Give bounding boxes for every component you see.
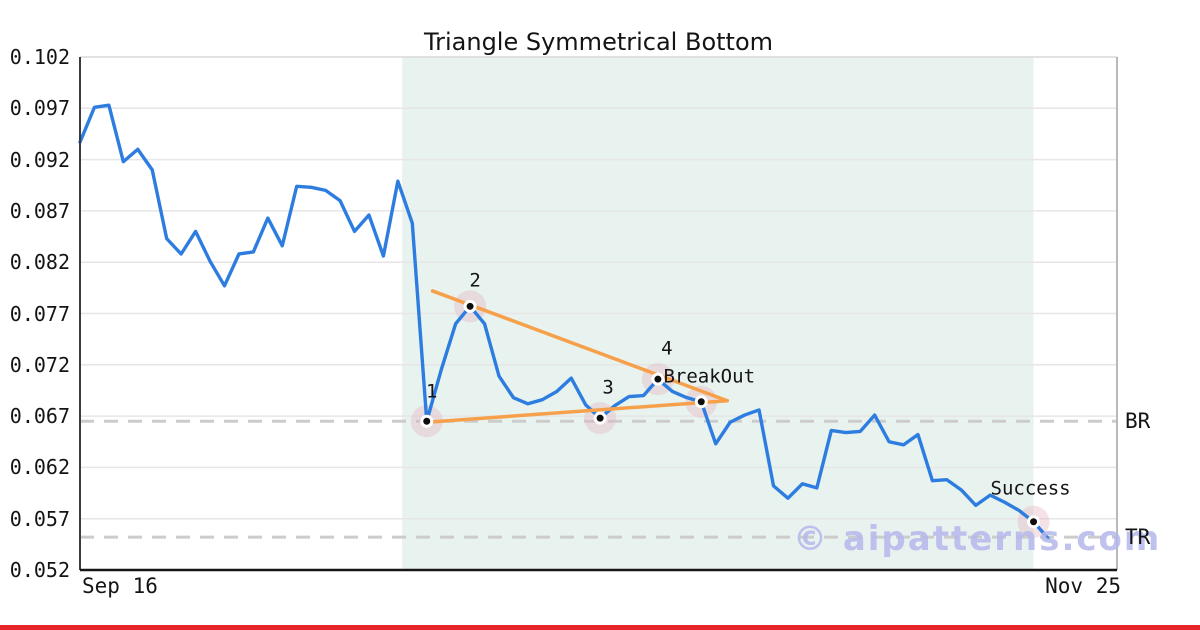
marker-dot-2 bbox=[463, 299, 477, 313]
marker-dot-1 bbox=[420, 414, 434, 428]
trendline-upper bbox=[430, 289, 730, 403]
footer-accent-bar bbox=[0, 625, 1200, 630]
marker-dot-breakout bbox=[694, 395, 708, 409]
price-line bbox=[78, 103, 1050, 540]
marker-dot-success bbox=[1027, 515, 1041, 529]
marker-dot-4 bbox=[651, 372, 665, 386]
marker-dot-3 bbox=[593, 411, 607, 425]
trendline-lower bbox=[424, 398, 730, 425]
